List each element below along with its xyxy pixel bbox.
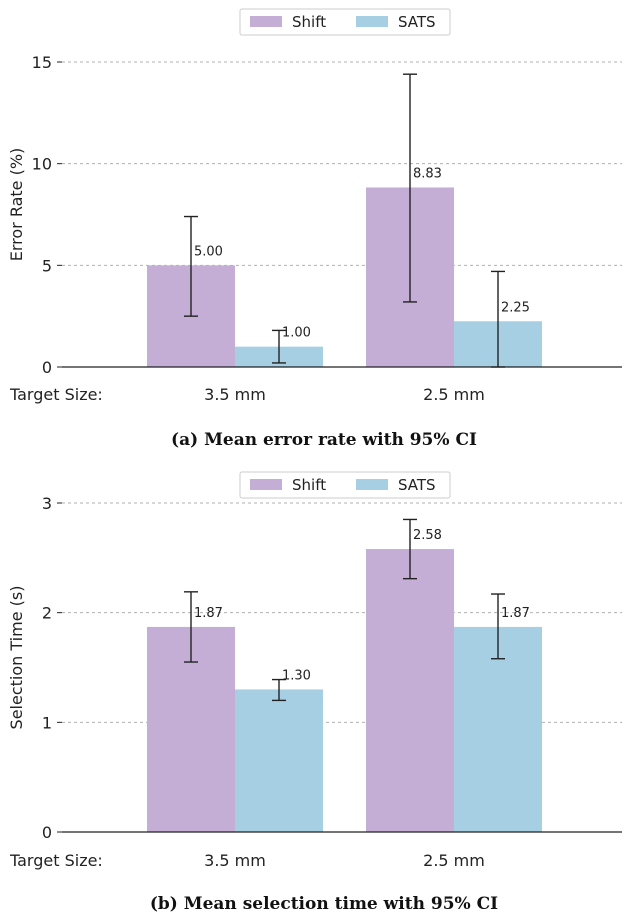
legend-swatch-shift — [250, 479, 282, 490]
legend-box — [239, 8, 451, 36]
legend-swatch-shift — [250, 16, 282, 27]
y-tick-label: 0 — [42, 823, 52, 842]
y-axis-label: Selection Time (s) — [7, 586, 26, 730]
legend-swatch-sats — [356, 16, 388, 27]
category-label: 2.5 mm — [423, 385, 485, 404]
error-rate-caption: (a) Mean error rate with 95% CI — [171, 430, 477, 450]
legend-label-shift: Shift — [292, 476, 326, 494]
data-label: 1.00 — [282, 326, 311, 341]
y-tick-label: 1 — [42, 713, 52, 732]
legend-box — [239, 471, 451, 499]
data-label: 2.58 — [413, 528, 442, 543]
y-tick-label: 10 — [32, 155, 52, 174]
category-label: 3.5 mm — [204, 385, 266, 404]
data-label: 1.87 — [501, 606, 530, 621]
y-tick-label: 5 — [42, 256, 52, 275]
selection-time-chart: 0 1 2 3 Selection Time (s) 1.87 2.58 1.30 1.87 Ta… — [7, 471, 622, 870]
y-tick-label: 3 — [42, 494, 52, 513]
data-label: 1.30 — [282, 668, 311, 683]
x-axis-label: Target Size: — [9, 385, 103, 404]
y-tick-label: 2 — [42, 604, 52, 623]
bar-sats — [235, 689, 323, 832]
data-label: 2.25 — [501, 300, 530, 315]
data-label: 5.00 — [194, 244, 223, 259]
legend-label-sats: SATS — [398, 476, 436, 494]
y-axis-label: Error Rate (%) — [7, 148, 26, 262]
error-rate-chart: 0 5 10 15 Error Rate (%) 5.00 8.83 1.00 2.25 Targ… — [7, 8, 622, 404]
selection-time-caption: (b) Mean selection time with 95% CI — [150, 894, 498, 914]
category-label: 2.5 mm — [423, 851, 485, 870]
legend: Shift SATS — [239, 8, 451, 36]
x-axis-label: Target Size: — [9, 851, 103, 870]
bar-sats — [454, 626, 542, 832]
legend-swatch-sats — [356, 479, 388, 490]
data-label: 8.83 — [413, 166, 442, 181]
data-label: 1.87 — [194, 606, 223, 621]
y-tick-label: 15 — [32, 53, 52, 72]
legend-label-shift: Shift — [292, 13, 326, 31]
y-tick-label: 0 — [42, 358, 52, 377]
category-label: 3.5 mm — [204, 851, 266, 870]
bar-shift — [366, 549, 454, 832]
legend: Shift SATS — [239, 471, 451, 499]
legend-label-sats: SATS — [398, 13, 436, 31]
